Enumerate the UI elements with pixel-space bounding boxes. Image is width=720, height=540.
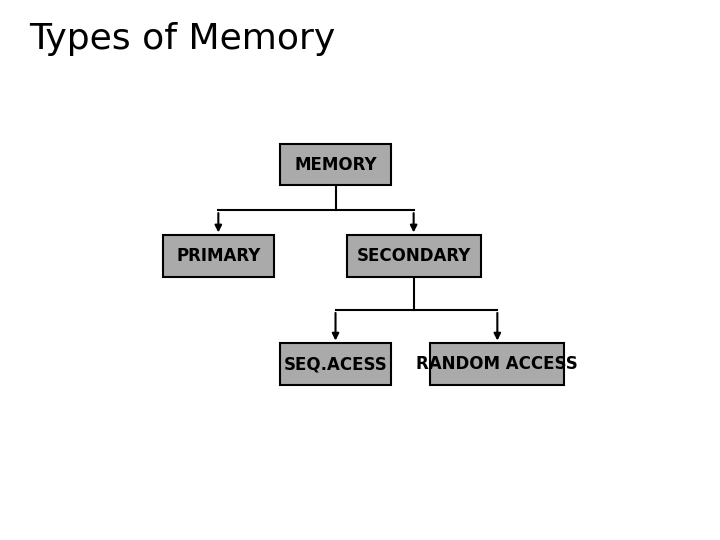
FancyBboxPatch shape — [279, 343, 392, 385]
Text: Types of Memory: Types of Memory — [29, 22, 335, 56]
Text: SECONDARY: SECONDARY — [356, 247, 471, 265]
FancyBboxPatch shape — [431, 343, 564, 385]
Text: SEQ.ACESS: SEQ.ACESS — [284, 355, 387, 373]
FancyBboxPatch shape — [163, 235, 274, 277]
FancyBboxPatch shape — [279, 144, 392, 185]
FancyBboxPatch shape — [347, 235, 481, 277]
Text: MEMORY: MEMORY — [294, 156, 377, 173]
Text: PRIMARY: PRIMARY — [176, 247, 261, 265]
Text: RANDOM ACCESS: RANDOM ACCESS — [416, 355, 578, 373]
